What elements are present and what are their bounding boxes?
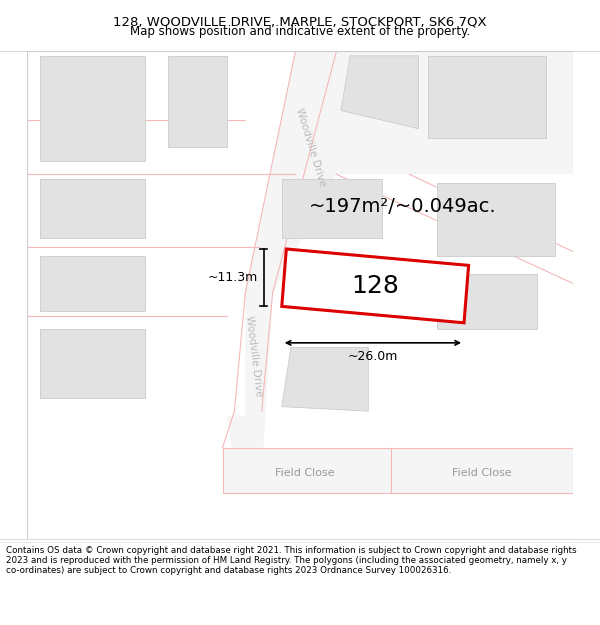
Polygon shape [40,256,145,311]
Text: 128: 128 [351,274,399,298]
Polygon shape [437,274,537,329]
Polygon shape [245,51,337,292]
Text: ~11.3m: ~11.3m [208,271,258,284]
Polygon shape [168,56,227,147]
Text: Contains OS data © Crown copyright and database right 2021. This information is : Contains OS data © Crown copyright and d… [6,546,577,576]
Text: Field Close: Field Close [452,468,512,478]
Text: ~197m²/~0.049ac.: ~197m²/~0.049ac. [309,197,497,216]
Polygon shape [428,56,546,138]
Polygon shape [40,179,145,238]
Polygon shape [282,249,469,322]
Text: Woodville Drive: Woodville Drive [294,106,328,188]
Polygon shape [272,51,574,292]
Text: ~26.0m: ~26.0m [348,350,398,363]
Text: Field Close: Field Close [275,468,334,478]
Polygon shape [282,348,368,411]
Text: Map shows position and indicative extent of the property.: Map shows position and indicative extent… [130,26,470,39]
Polygon shape [223,448,574,493]
Polygon shape [227,292,272,448]
Polygon shape [341,56,418,129]
Polygon shape [40,329,145,398]
Polygon shape [437,183,555,256]
Text: 128, WOODVILLE DRIVE, MARPLE, STOCKPORT, SK6 7QX: 128, WOODVILLE DRIVE, MARPLE, STOCKPORT,… [113,16,487,28]
Text: Woodville Drive: Woodville Drive [245,316,265,398]
Polygon shape [282,179,382,238]
Polygon shape [40,56,145,161]
